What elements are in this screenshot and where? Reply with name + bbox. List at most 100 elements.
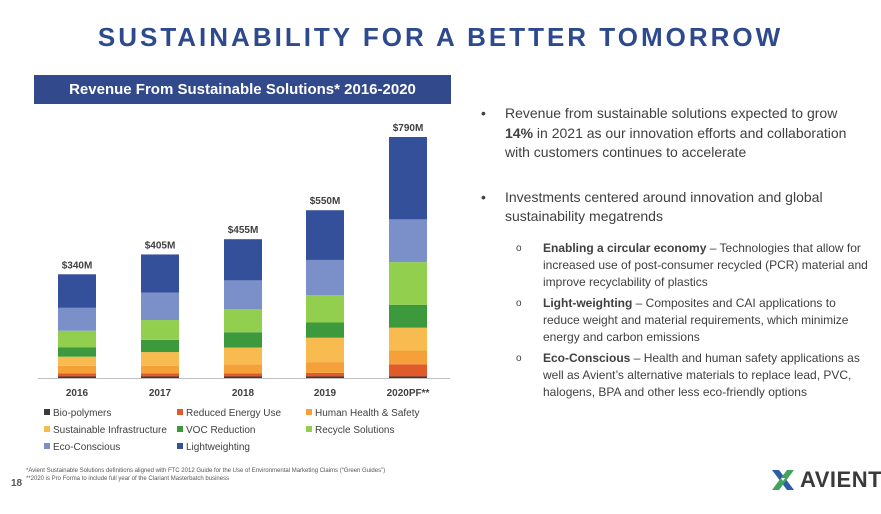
bullet-text-pre: Revenue from sustainable solutions expec… [505, 105, 838, 121]
bar-segment-human-health-safety-2019 [306, 362, 344, 373]
legend-item-lightweighting: Lightweighting [177, 442, 250, 453]
sub-bullet-light-weighting: o Light-weighting – Composites and CAI a… [516, 295, 868, 346]
bar-segment-human-health-safety-2018 [224, 364, 262, 374]
x-tick-label-2020PF: 2020PF** [387, 388, 430, 399]
sub-bullet-text: – Health and human safety applications a… [543, 350, 860, 399]
sub-bullet-eco-conscious: o Eco-Conscious – Health and human safet… [516, 350, 868, 401]
sub-bullet-head: Eco-Conscious [543, 350, 631, 365]
total-label-2018: $455M [228, 225, 259, 236]
footnote-2: **2020 is Pro Forma to include full year… [26, 476, 230, 482]
bar-segment-reduced-energy-use-2016 [58, 373, 96, 377]
bar-segment-bio-polymers-2019 [306, 376, 344, 378]
page-number: 18 [11, 478, 23, 489]
legend-item-human-health-safety: Human Health & Safety [306, 408, 420, 419]
total-label-2019: $550M [310, 196, 341, 207]
legend-label: Eco-Conscious [53, 442, 121, 453]
growth-percent: 14% [505, 124, 534, 141]
avient-logo: AVIENTTM [770, 466, 881, 494]
bar-segment-voc-reduction-2019 [306, 322, 344, 338]
bar-segment-lightweighting-2020PF [389, 137, 427, 220]
legend-item-recycle-solutions: Recycle Solutions [306, 425, 394, 436]
legend-swatch [44, 409, 50, 415]
legend-swatch [306, 409, 312, 415]
bar-segment-lightweighting-2019 [306, 210, 344, 260]
x-tick-label-2018: 2018 [232, 388, 255, 399]
bar-segment-reduced-energy-use-2020PF [389, 364, 427, 377]
bar-segment-sustainable-infrastructure-2019 [306, 337, 344, 363]
bar-segment-recycle-solutions-2020PF [389, 262, 427, 305]
legend-item-voc-reduction: VOC Reduction [177, 425, 255, 436]
x-tick-label-2016: 2016 [66, 388, 89, 399]
sub-bullet-text: – Technologies that allow for increased … [543, 240, 868, 289]
bar-segment-eco-conscious-2017 [141, 292, 179, 321]
sub-bullet-list: o Enabling a circular economy – Technolo… [516, 240, 868, 401]
legend-label: Sustainable Infrastructure [53, 425, 167, 436]
bar-segment-recycle-solutions-2018 [224, 309, 262, 333]
legend-label: Lightweighting [186, 442, 250, 453]
bullet-revenue-growth: • Revenue from sustainable solutions exp… [478, 104, 868, 163]
total-label-2017: $405M [145, 240, 176, 251]
footnotes: *Avient Sustainable Solutions definition… [26, 467, 385, 483]
bar-segment-voc-reduction-2018 [224, 332, 262, 348]
legend-item-eco-conscious: Eco-Conscious [44, 442, 120, 453]
sub-bullet-text: – Composites and CAI applications to red… [543, 295, 849, 344]
bar-segment-voc-reduction-2017 [141, 339, 179, 353]
bar-segment-recycle-solutions-2016 [58, 330, 96, 348]
slide-title: SUSTAINABILITY FOR A BETTER TOMORROW [97, 22, 784, 52]
sub-bullet-head: Light-weighting [543, 295, 633, 310]
bar-segment-lightweighting-2016 [58, 274, 96, 308]
circle-bullet-icon: o [516, 242, 522, 254]
sub-bullet-head: Enabling a circular economy [543, 240, 707, 255]
bar-segment-reduced-energy-use-2019 [306, 372, 344, 377]
bar-segment-bio-polymers-2016 [58, 376, 96, 378]
legend-item-bio-polymers: Bio-polymers [44, 408, 111, 419]
legend-label: Reduced Energy Use [186, 408, 282, 419]
legend-swatch [306, 426, 312, 432]
bar-segment-human-health-safety-2016 [58, 365, 96, 374]
stacked-bar-chart: $340M 2016 $405M 2017 $455M 2018 $550M 2019 $790… [38, 123, 450, 399]
bar-segment-bio-polymers-2017 [141, 376, 179, 378]
sub-bullet-circular-economy: o Enabling a circular economy – Technolo… [516, 240, 868, 291]
footnote-1: *Avient Sustainable Solutions definition… [26, 468, 386, 474]
bar-segment-sustainable-infrastructure-2017 [141, 352, 179, 366]
bullet-investments-text: Investments centered around innovation a… [505, 188, 823, 225]
bullet-text-post: in 2021 as our innovation efforts and co… [505, 124, 847, 161]
legend-label: VOC Reduction [186, 425, 256, 436]
legend-swatch [44, 443, 50, 449]
bar-segment-eco-conscious-2019 [306, 259, 344, 296]
legend-label: Recycle Solutions [315, 425, 395, 436]
bullet-investments: • Investments centered around innovation… [478, 188, 868, 227]
bullet-dot-icon: • [481, 188, 486, 205]
bar-segment-eco-conscious-2020PF [389, 219, 427, 263]
bullet-dot-icon: • [481, 105, 486, 121]
bar-segment-human-health-safety-2017 [141, 365, 179, 374]
bar-segment-recycle-solutions-2019 [306, 295, 344, 323]
x-tick-label-2017: 2017 [149, 388, 172, 399]
bar-segment-reduced-energy-use-2017 [141, 373, 179, 377]
bar-segment-sustainable-infrastructure-2020PF [389, 327, 427, 351]
bar-segment-voc-reduction-2020PF [389, 304, 427, 328]
total-label-2016: $340M [62, 260, 93, 271]
circle-bullet-icon: o [516, 352, 522, 364]
chart-banner: Revenue From Sustainable Solutions* 2016… [34, 75, 451, 104]
bar-segment-bio-polymers-2018 [224, 376, 262, 378]
bar-segment-recycle-solutions-2017 [141, 320, 179, 340]
bar-segment-human-health-safety-2020PF [389, 350, 427, 365]
bar-segment-eco-conscious-2016 [58, 307, 96, 331]
bar-segment-sustainable-infrastructure-2018 [224, 347, 262, 365]
logo-text: AVIENT [800, 467, 881, 492]
legend-swatch [177, 426, 183, 432]
circle-bullet-icon: o [516, 297, 522, 309]
bullet-list: • Revenue from sustainable solutions exp… [478, 104, 868, 405]
legend-label: Human Health & Safety [315, 408, 420, 419]
legend-item-reduced-energy-use: Reduced Energy Use [177, 408, 281, 419]
legend-swatch [177, 409, 183, 415]
legend-item-sustainable-infrastructure: Sustainable Infrastructure [44, 425, 167, 436]
avient-x-logo-icon [772, 470, 794, 490]
bar-segment-voc-reduction-2016 [58, 347, 96, 357]
bar-segment-lightweighting-2017 [141, 254, 179, 293]
x-tick-label-2019: 2019 [314, 388, 337, 399]
legend-label: Bio-polymers [53, 408, 112, 419]
bar-segment-lightweighting-2018 [224, 239, 262, 281]
total-label-2020PF: $790M [393, 123, 424, 134]
